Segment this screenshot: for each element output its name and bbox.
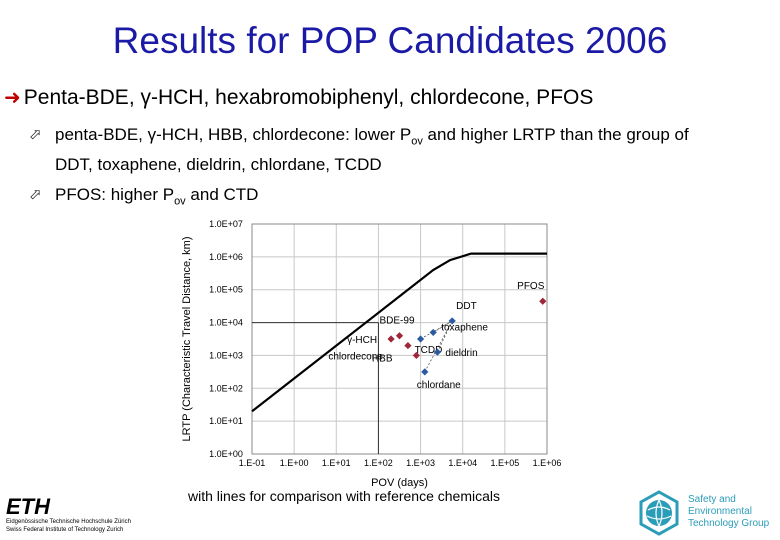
chart-caption: with lines for comparison with reference… bbox=[188, 488, 501, 504]
limit-curve bbox=[251, 252, 547, 413]
x-tick-label: 1.E+01 bbox=[322, 458, 351, 468]
slide-title: Results for POP Candidates 2006 bbox=[112, 20, 668, 61]
y-tick-label: 1.0E+00 bbox=[209, 449, 243, 459]
data-point bbox=[429, 328, 437, 337]
reference-link-line bbox=[424, 320, 453, 373]
sub-bullet-2-text-a: PFOS: higher P bbox=[55, 185, 175, 204]
sub-bullet-2: ⬀ PFOS: higher Pov and CTD bbox=[29, 183, 259, 213]
x-tick-label: 1.E+00 bbox=[280, 458, 309, 468]
data-label: DDT bbox=[456, 301, 477, 312]
data-point bbox=[387, 335, 395, 343]
x-tick-label: 1.E+02 bbox=[364, 458, 393, 468]
data-point bbox=[404, 341, 412, 350]
data-point bbox=[416, 335, 425, 343]
y-tick-label: 1.0E+06 bbox=[209, 252, 243, 262]
x-tick-label: 1.E+03 bbox=[406, 458, 435, 468]
main-bullet-text: Penta-BDE, γ-HCH, hexabromobiphenyl, chl… bbox=[23, 86, 594, 109]
x-tick-label: 1.E+05 bbox=[490, 458, 519, 468]
seg-line-3: Technology Group bbox=[688, 518, 770, 529]
data-label: PFOS bbox=[517, 281, 545, 292]
seg-globe-icon bbox=[639, 490, 679, 536]
sub-bullet-2-subscript: ov bbox=[174, 195, 186, 208]
sub-bullet-icon: ⬀ bbox=[29, 126, 42, 143]
sub-bullet-2-text-b: and CTD bbox=[185, 185, 259, 204]
seg-text: Safety and Environmental Technology Grou… bbox=[688, 494, 769, 530]
eth-institution-text: Eidgenössische Technische Hochschule Zür… bbox=[6, 518, 131, 534]
lrtp-pov-chart: 1.E-01 1.E+00 1.E+01 1.E+02 1.E+03 1.E+04 1.E+… bbox=[181, 219, 562, 489]
arrow-bullet-icon: ➜ bbox=[4, 87, 21, 109]
sub-bullet-1-subscript: ov bbox=[411, 135, 423, 148]
data-label: toxaphene bbox=[441, 322, 488, 333]
x-tick-label: 1.E+04 bbox=[448, 458, 477, 468]
y-axis-label: LRTP (Characteristic Travel Distance, km… bbox=[181, 237, 193, 442]
data-label: TCDD bbox=[415, 345, 443, 356]
x-axis-label: POV (days) bbox=[371, 477, 428, 489]
y-tick-label: 1.0E+03 bbox=[209, 350, 243, 360]
eth-line-2: Swiss Federal Institute of Technology Zu… bbox=[6, 527, 124, 533]
eth-line-1: Eidgenössische Technische Hochschule Zür… bbox=[6, 519, 131, 525]
plot-frame bbox=[251, 223, 548, 455]
eth-logo-text: ETH bbox=[6, 494, 51, 516]
data-label: dieldrin bbox=[445, 348, 477, 359]
y-tick-label: 1.0E+01 bbox=[209, 416, 243, 426]
y-tick-label: 1.0E+07 bbox=[209, 219, 243, 229]
y-tick-label: 1.0E+04 bbox=[209, 318, 243, 328]
sub-bullet-1-text-a: penta-BDE, γ-HCH, HBB, chlordecone: lowe… bbox=[55, 125, 412, 144]
main-bullet: ➜ Penta-BDE, γ-HCH, hexabromobiphenyl, ch… bbox=[4, 85, 593, 110]
data-label: γ-HCH bbox=[347, 335, 377, 346]
data-point bbox=[421, 368, 429, 376]
eth-logo: ETH bbox=[6, 494, 51, 516]
x-tick-label: 1.E+06 bbox=[533, 458, 562, 468]
y-tick-label: 1.0E+02 bbox=[209, 383, 243, 393]
data-label: chlordane bbox=[417, 380, 461, 391]
seg-line-2: Environmental bbox=[688, 506, 752, 517]
data-label: HBB bbox=[372, 354, 393, 365]
data-point bbox=[539, 297, 547, 305]
y-tick-label: 1.0E+05 bbox=[209, 285, 243, 295]
x-tick-label: 1.E-01 bbox=[239, 458, 266, 468]
seg-line-1: Safety and bbox=[688, 494, 736, 505]
sub-bullet-1-text-b: and higher LRTP than the group of DDT, t… bbox=[55, 125, 689, 175]
sub-bullet-icon: ⬀ bbox=[29, 186, 42, 203]
data-label: chlordecone bbox=[328, 351, 383, 362]
sub-bullet-1: ⬀ penta-BDE, γ-HCH, HBB, chlordecone: lo… bbox=[29, 123, 695, 176]
data-label: BDE-99 bbox=[380, 316, 415, 327]
data-point bbox=[395, 332, 404, 340]
